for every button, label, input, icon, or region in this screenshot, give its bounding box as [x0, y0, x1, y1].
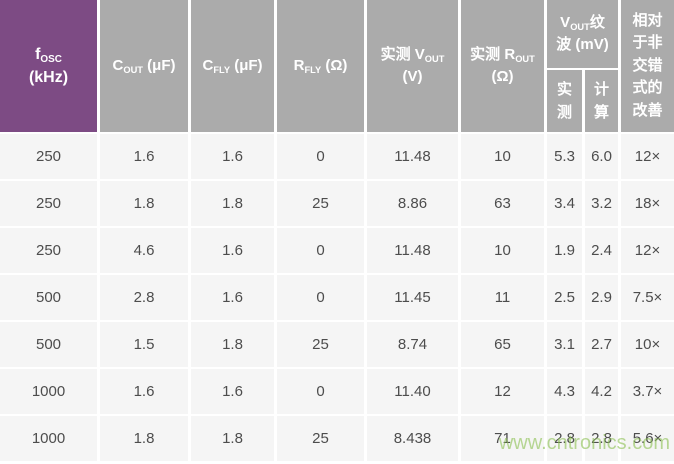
cell: 10 [461, 228, 544, 273]
cell: 3.2 [585, 181, 618, 226]
cell: 1.6 [191, 228, 274, 273]
cell: 1.5 [100, 322, 188, 367]
cell: 4.6 [100, 228, 188, 273]
header-vout-ripple-group: VOUT纹 波 (mV) [547, 0, 618, 68]
cell: 1.8 [191, 322, 274, 367]
cell: 11 [461, 275, 544, 320]
cell: 0 [277, 275, 364, 320]
cell: 2.5 [547, 275, 582, 320]
cell: 4.3 [547, 369, 582, 414]
cell: 0 [277, 134, 364, 179]
cell: 3.7× [621, 369, 674, 414]
cell: 6.0 [585, 134, 618, 179]
table-row: 500 1.5 1.8 25 8.74 65 3.1 2.7 10× [0, 322, 674, 367]
cell: 5.6× [621, 416, 674, 461]
cell: 12× [621, 134, 674, 179]
fosc-unit: (kHz) [28, 69, 69, 86]
table-row: 250 1.6 1.6 0 11.48 10 5.3 6.0 12× [0, 134, 674, 179]
header-improvement: 相对于非交错式的改善 [621, 0, 674, 132]
table-header: fOSC (kHz) COUT (μF) CFLY (μF) RFLY (Ω) … [0, 0, 674, 132]
cell: 2.8 [547, 416, 582, 461]
cell: 10 [461, 134, 544, 179]
cell: 10× [621, 322, 674, 367]
fosc-subscript: OSC [40, 53, 62, 65]
cell: 250 [0, 134, 97, 179]
cell: 8.86 [367, 181, 458, 226]
cell: 63 [461, 181, 544, 226]
cell: 1.8 [100, 416, 188, 461]
cell: 1.6 [191, 275, 274, 320]
cell: 2.8 [100, 275, 188, 320]
cell: 250 [0, 181, 97, 226]
cell: 1000 [0, 369, 97, 414]
cell: 25 [277, 322, 364, 367]
table-row: 1000 1.8 1.8 25 8.438 71 2.8 2.8 5.6× [0, 416, 674, 461]
cell: 500 [0, 275, 97, 320]
cell: 11.48 [367, 134, 458, 179]
cell: 4.2 [585, 369, 618, 414]
header-rout-measured: 实测 ROUT (Ω) [461, 0, 544, 132]
header-vout-measured: 实测 VOUT (V) [367, 0, 458, 132]
cell: 1.9 [547, 228, 582, 273]
header-cfly: CFLY (μF) [191, 0, 274, 132]
cell: 1.8 [191, 181, 274, 226]
header-ripple-measured: 实测 [547, 70, 582, 132]
cell: 1000 [0, 416, 97, 461]
header-ripple-calculated: 计算 [585, 70, 618, 132]
cell: 25 [277, 416, 364, 461]
cell: 1.6 [100, 369, 188, 414]
cell: 1.6 [191, 134, 274, 179]
cell: 11.40 [367, 369, 458, 414]
cell: 1.6 [100, 134, 188, 179]
cell: 250 [0, 228, 97, 273]
cell: 11.48 [367, 228, 458, 273]
table-row: 1000 1.6 1.6 0 11.40 12 4.3 4.2 3.7× [0, 369, 674, 414]
cell: 2.9 [585, 275, 618, 320]
table-row: 250 4.6 1.6 0 11.48 10 1.9 2.4 12× [0, 228, 674, 273]
cell: 7.5× [621, 275, 674, 320]
table-body: 250 1.6 1.6 0 11.48 10 5.3 6.0 12× 250 1.8 1.8 25 8.8… [0, 134, 674, 461]
table-row: 500 2.8 1.6 0 11.45 11 2.5 2.9 7.5× [0, 275, 674, 320]
cell: 500 [0, 322, 97, 367]
cell: 25 [277, 181, 364, 226]
cell: 8.74 [367, 322, 458, 367]
cell: 71 [461, 416, 544, 461]
cell: 0 [277, 228, 364, 273]
cell: 2.8 [585, 416, 618, 461]
cell: 65 [461, 322, 544, 367]
cell: 11.45 [367, 275, 458, 320]
cell: 3.4 [547, 181, 582, 226]
cell: 1.8 [191, 416, 274, 461]
cell: 18× [621, 181, 674, 226]
cell: 3.1 [547, 322, 582, 367]
cell: 5.3 [547, 134, 582, 179]
cell: 0 [277, 369, 364, 414]
cell: 12× [621, 228, 674, 273]
fosc-symbol: f [35, 45, 41, 63]
cell: 2.7 [585, 322, 618, 367]
cell: 1.6 [191, 369, 274, 414]
header-rfly: RFLY (Ω) [277, 0, 364, 132]
cell: 2.4 [585, 228, 618, 273]
header-fosc: fOSC (kHz) [0, 0, 97, 132]
cell: 1.8 [100, 181, 188, 226]
cell: 12 [461, 369, 544, 414]
header-cout: COUT (μF) [100, 0, 188, 132]
table-row: 250 1.8 1.8 25 8.86 63 3.4 3.2 18× [0, 181, 674, 226]
cell: 8.438 [367, 416, 458, 461]
